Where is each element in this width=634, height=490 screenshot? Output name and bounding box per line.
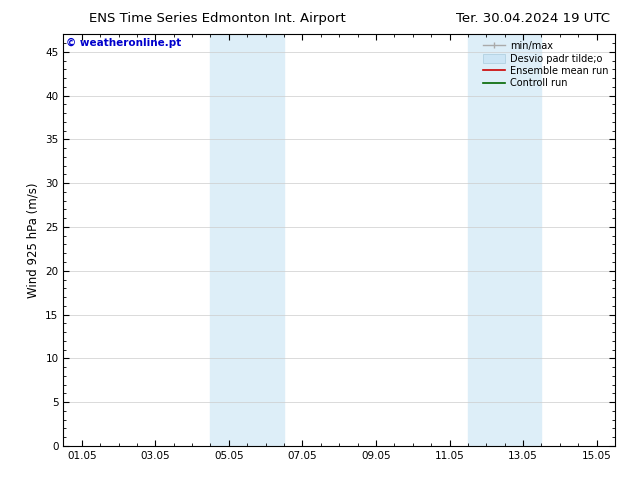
Legend: min/max, Desvio padr tilde;o, Ensemble mean run, Controll run: min/max, Desvio padr tilde;o, Ensemble m… bbox=[481, 39, 610, 90]
Y-axis label: Wind 925 hPa (m/s): Wind 925 hPa (m/s) bbox=[27, 182, 40, 298]
Text: Ter. 30.04.2024 19 UTC: Ter. 30.04.2024 19 UTC bbox=[456, 12, 611, 25]
Bar bbox=[468, 34, 541, 446]
Bar bbox=[210, 34, 284, 446]
Text: ENS Time Series Edmonton Int. Airport: ENS Time Series Edmonton Int. Airport bbox=[89, 12, 346, 25]
Text: © weatheronline.pt: © weatheronline.pt bbox=[66, 38, 181, 49]
